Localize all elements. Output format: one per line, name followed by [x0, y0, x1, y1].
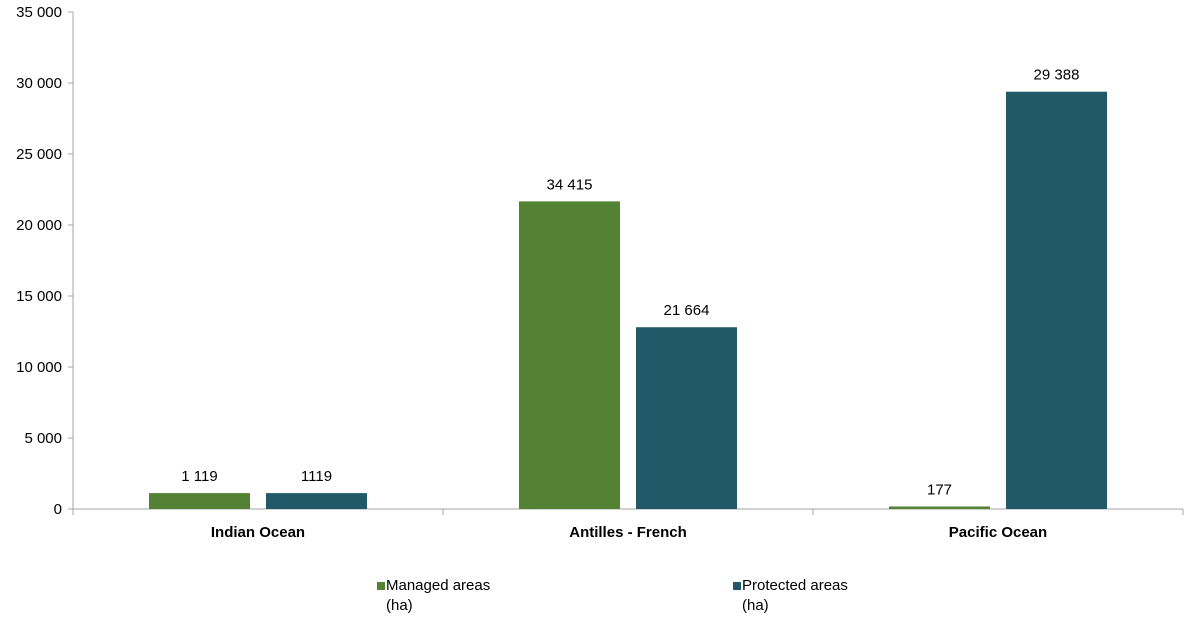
bar [636, 327, 737, 509]
data-label: 29 388 [1034, 67, 1080, 84]
data-labels: 1 119 1119 34 415 21 664 177 29 388 [181, 67, 1079, 499]
y-tick-label: 0 [54, 501, 62, 518]
legend-label-managed: Managed areas (ha) [386, 577, 491, 614]
bar [1006, 91, 1107, 509]
legend-swatch-protected [733, 582, 741, 590]
category-label: Pacific Ocean [949, 524, 1047, 541]
bar-chart: 0 5 000 10 000 15 000 20 000 25 000 30 000 35 0… [16, 4, 1184, 541]
legend-protected: Protected areas (ha) [733, 576, 867, 616]
bar [889, 506, 990, 509]
bar [519, 201, 620, 509]
y-axis: 0 5 000 10 000 15 000 20 000 25 000 30 000 35 0… [16, 4, 74, 518]
legend-item-managed: Managed areas (ha) [377, 576, 511, 616]
legend-label-protected: Protected areas (ha) [742, 577, 848, 614]
y-tick-label: 15 000 [16, 288, 62, 305]
y-tick-label: 25 000 [16, 146, 62, 163]
legend: Managed areas (ha) [377, 576, 511, 616]
y-tick-label: 30 000 [16, 75, 62, 92]
y-tick-label: 20 000 [16, 217, 62, 234]
y-tick-label: 5 000 [24, 430, 62, 447]
legend-swatch-managed [377, 582, 385, 590]
legend-item-protected: Protected areas (ha) [733, 576, 867, 616]
data-label: 34 415 [547, 176, 593, 193]
category-label: Indian Ocean [211, 524, 305, 541]
category-label: Antilles - French [569, 524, 687, 541]
bars [149, 91, 1107, 509]
data-label: 21 664 [664, 302, 710, 319]
x-axis: Indian Ocean Antilles - French Pacific Oce… [72, 508, 1184, 541]
bar [149, 493, 250, 509]
data-label: 1 119 [181, 468, 217, 485]
bar [266, 493, 367, 509]
y-tick-label: 35 000 [16, 4, 62, 21]
y-tick-label: 10 000 [16, 359, 62, 376]
data-label: 177 [927, 481, 952, 498]
data-label: 1119 [301, 468, 332, 485]
